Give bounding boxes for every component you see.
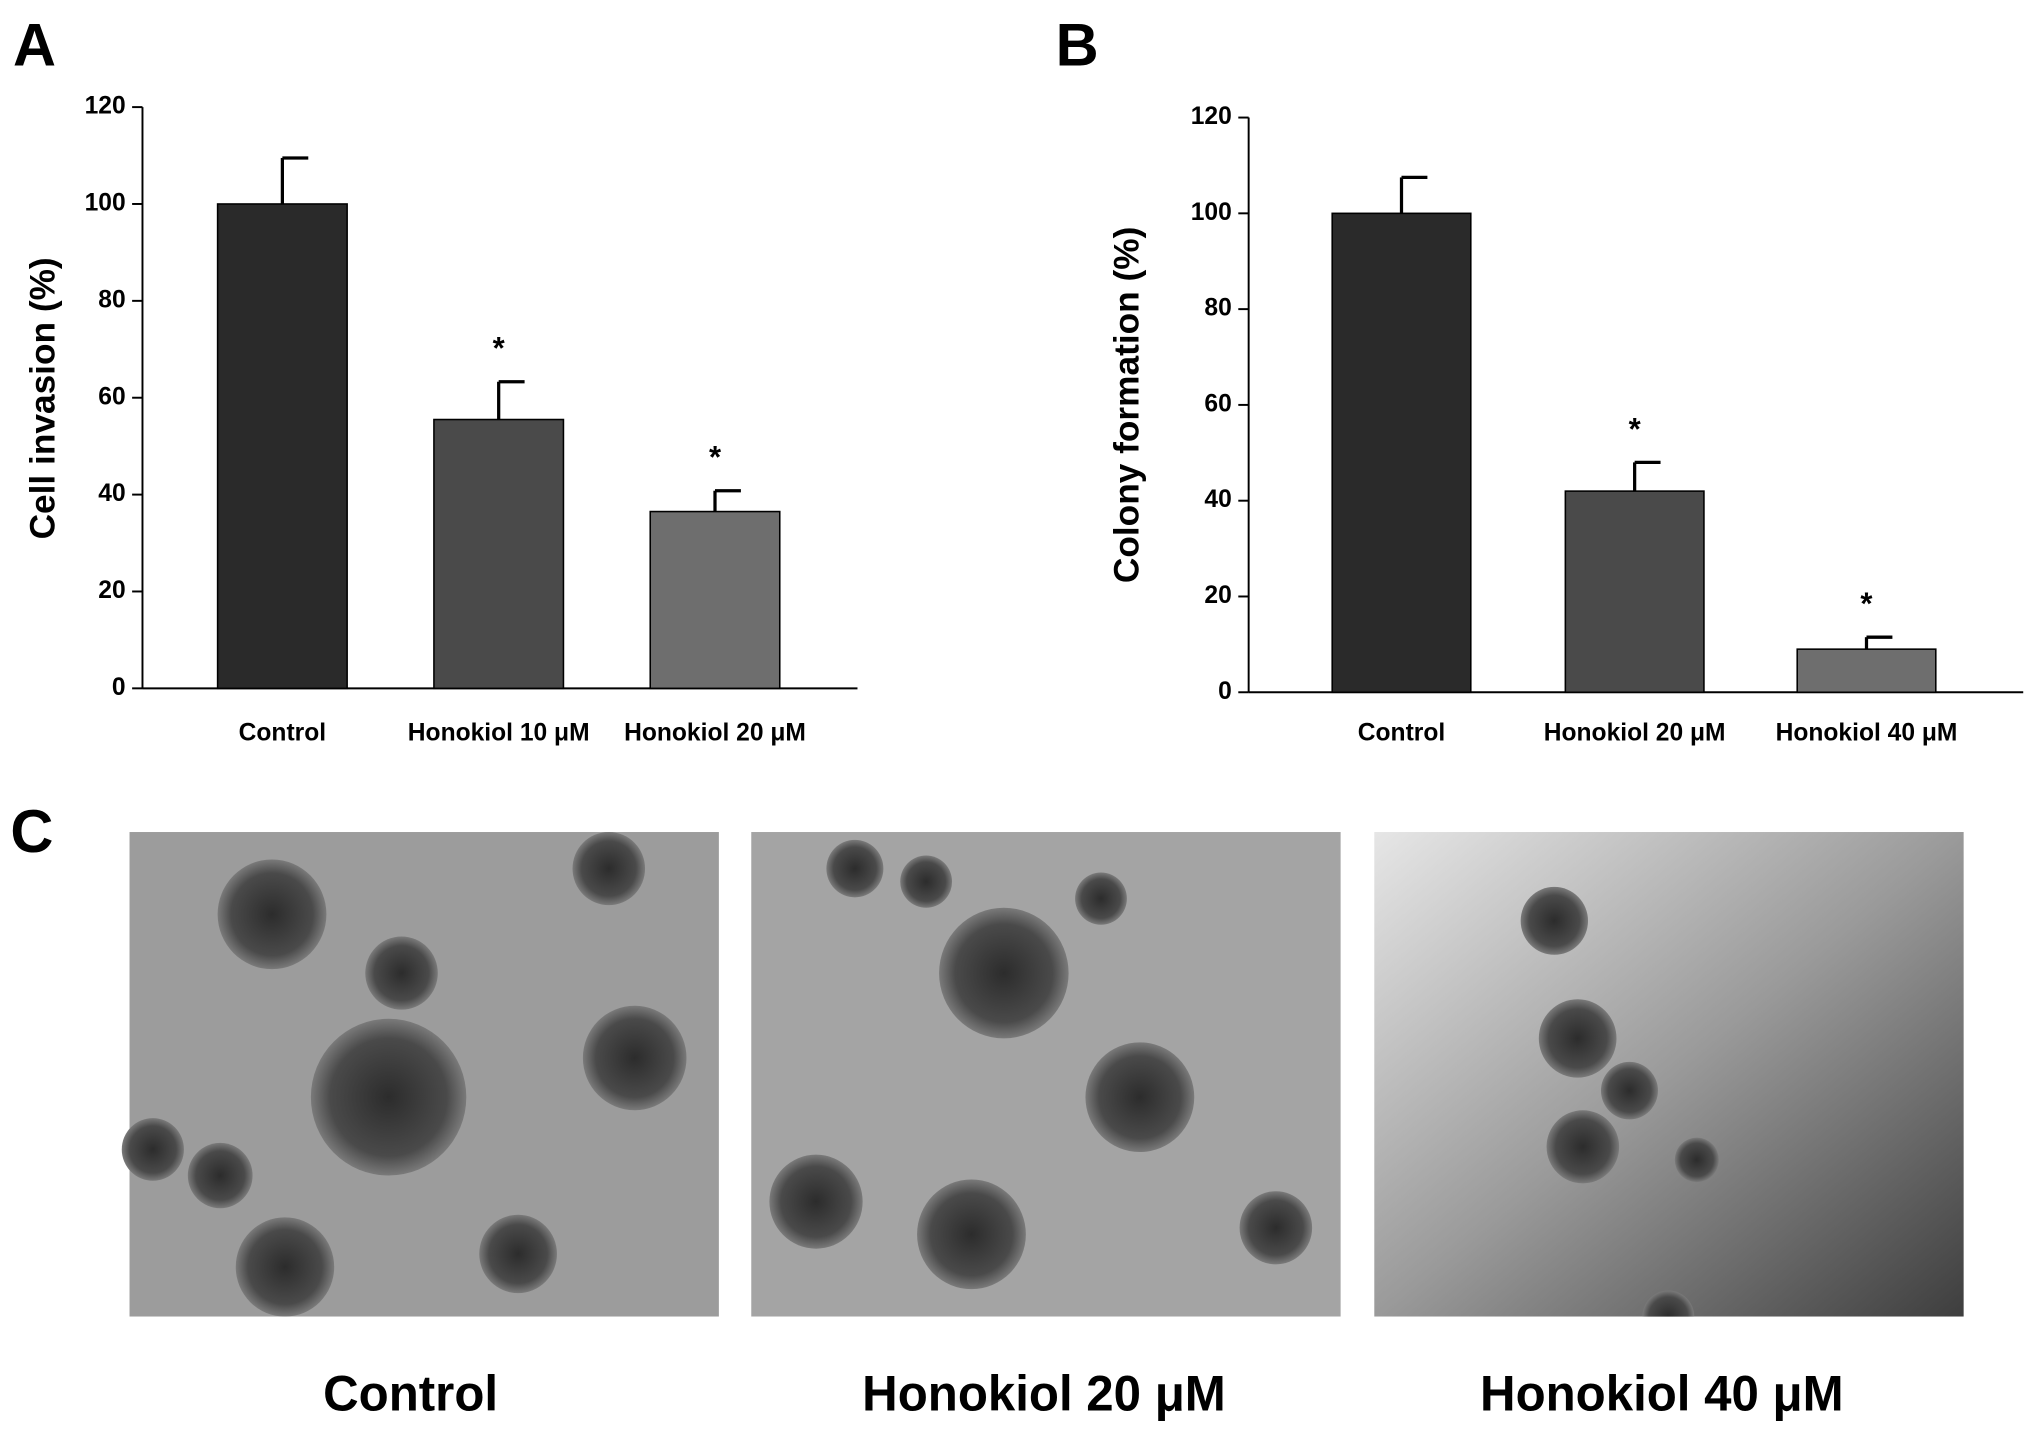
y-tick-label: 100 xyxy=(85,189,126,216)
colony xyxy=(900,855,953,908)
significance-mark: * xyxy=(1629,411,1642,446)
significance-mark: * xyxy=(1860,586,1873,621)
colony xyxy=(479,1214,557,1294)
bar xyxy=(216,203,348,690)
colony xyxy=(769,1154,863,1249)
colony xyxy=(582,1005,687,1111)
y-tick-label: 100 xyxy=(1191,199,1232,226)
y-axis-label: Cell invasion (%) xyxy=(24,257,63,539)
photo-caption: Honokiol 20 μM xyxy=(862,1367,1226,1422)
y-tick-label: 60 xyxy=(1204,390,1231,417)
y-tick-label: 60 xyxy=(98,383,125,410)
colony xyxy=(939,907,1069,1039)
x-tick-label: Honokiol 20 μM xyxy=(1544,720,1726,747)
colony xyxy=(365,936,438,1010)
colony xyxy=(1239,1191,1313,1265)
colony xyxy=(121,1118,184,1181)
bar xyxy=(649,510,781,690)
y-tick-label: 0 xyxy=(112,674,126,701)
colony xyxy=(310,1018,467,1176)
colony xyxy=(1085,1042,1195,1153)
panel-label: C xyxy=(10,798,53,865)
photo-caption: Honokiol 40 μM xyxy=(1480,1367,1844,1422)
photo-honokiol-20 xyxy=(751,832,1341,1317)
colony xyxy=(217,859,327,970)
colony xyxy=(187,1142,253,1209)
bar xyxy=(433,418,565,690)
y-tick-label: 120 xyxy=(1191,103,1232,130)
y-tick-label: 40 xyxy=(98,480,125,507)
photo-honokiol-40 xyxy=(1374,832,1964,1343)
y-tick-label: 80 xyxy=(98,286,125,313)
colony xyxy=(1674,1137,1719,1183)
y-tick-label: 40 xyxy=(1204,486,1231,513)
x-tick-label: Honokiol 10 μM xyxy=(408,720,590,747)
y-tick-label: 20 xyxy=(98,577,125,604)
colony xyxy=(1075,872,1127,925)
x-tick-label: Honokiol 20 μM xyxy=(624,720,806,747)
significance-mark: * xyxy=(709,440,722,475)
colony xyxy=(1546,1110,1620,1184)
x-tick-label: Honokiol 40 μM xyxy=(1776,720,1958,747)
colony xyxy=(572,832,646,906)
photo-caption: Control xyxy=(323,1367,498,1422)
panel-label: A xyxy=(13,11,56,78)
colony xyxy=(826,839,884,898)
colony xyxy=(917,1179,1026,1290)
photo-control xyxy=(121,832,719,1317)
y-tick-label: 20 xyxy=(1204,582,1231,609)
photo-mask xyxy=(129,1316,1969,1442)
significance-mark: * xyxy=(493,331,506,366)
colony xyxy=(1600,1061,1658,1120)
y-axis-label: Colony formation (%) xyxy=(1108,227,1147,583)
x-tick-label: Control xyxy=(239,720,326,747)
bar xyxy=(1564,490,1705,694)
bar xyxy=(1331,212,1472,694)
y-tick-label: 80 xyxy=(1204,295,1231,322)
panel-label: B xyxy=(1056,11,1099,78)
y-tick-label: 0 xyxy=(1218,678,1232,705)
bar xyxy=(1796,648,1937,694)
x-tick-label: Control xyxy=(1358,720,1445,747)
photo xyxy=(1374,832,1964,1317)
y-tick-label: 120 xyxy=(85,93,126,120)
colony xyxy=(1538,999,1617,1078)
colony xyxy=(1520,886,1589,955)
colony xyxy=(235,1217,335,1317)
